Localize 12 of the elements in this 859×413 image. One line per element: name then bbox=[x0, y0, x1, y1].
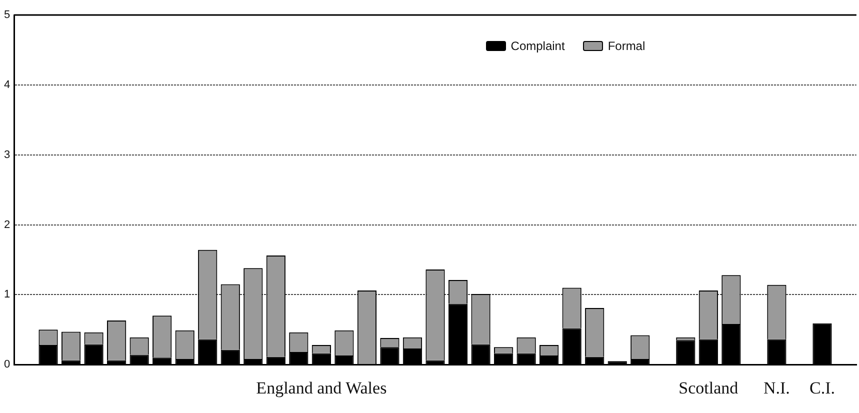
y-tick-label: 3 bbox=[4, 148, 10, 161]
legend-label: Formal bbox=[608, 39, 646, 53]
y-tick-label: 4 bbox=[4, 78, 10, 91]
legend-label: Complaint bbox=[510, 39, 565, 53]
y-tick-label: 1 bbox=[4, 288, 10, 301]
x-tick-label: N.I. bbox=[763, 378, 790, 398]
x-tick-label: England and Wales bbox=[256, 378, 387, 398]
x-tick-label: Scotland bbox=[678, 378, 739, 398]
y-tick-label: 5 bbox=[4, 9, 10, 22]
y-tick-label: 0 bbox=[4, 358, 10, 371]
y-tick-label: 2 bbox=[4, 218, 10, 231]
x-tick-label: C.I. bbox=[809, 378, 835, 398]
